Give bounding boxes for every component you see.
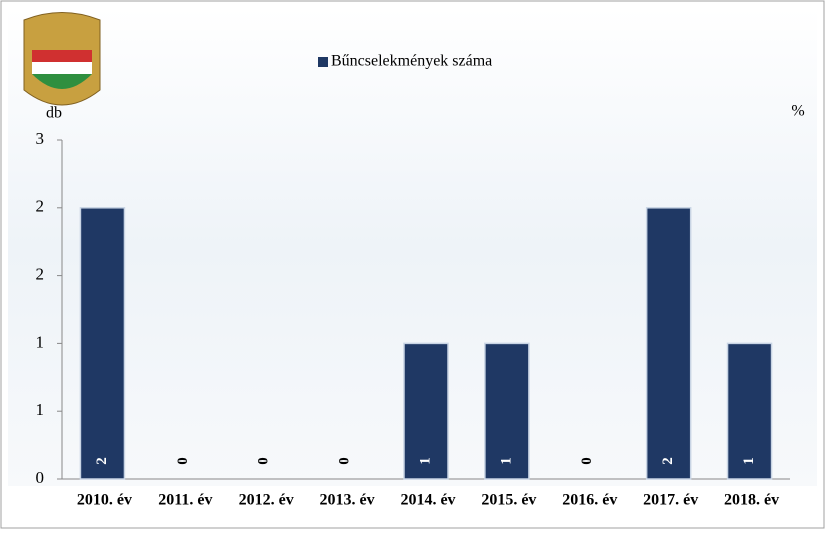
bar [403, 342, 449, 480]
y-tick-label: 3 [36, 129, 45, 148]
legend-label: Bűncselekmények száma [331, 53, 492, 70]
y-tick-label: 2 [36, 197, 45, 216]
data-label: 2 [660, 457, 676, 465]
bar [79, 207, 126, 480]
data-label: 1 [498, 457, 514, 465]
x-tick-label: 2016. év [562, 492, 617, 509]
bar [645, 207, 692, 480]
x-tick-label: 2015. év [481, 492, 536, 509]
x-tick-label: 2011. év [158, 492, 212, 509]
bar [484, 342, 530, 480]
data-label: 0 [579, 457, 595, 465]
y-tick-label: 0 [36, 468, 45, 487]
y-axis-label: db [46, 105, 62, 122]
y-tick-label: 1 [36, 400, 45, 419]
data-label: 0 [256, 457, 272, 465]
x-tick-label: 2012. év [239, 492, 294, 509]
x-tick-label: 2013. év [320, 492, 375, 509]
police-logo [23, 12, 101, 106]
y-tick-label: 1 [36, 332, 45, 351]
data-label: 1 [741, 457, 757, 465]
x-tick-label: 2018. év [724, 492, 779, 509]
data-label: 0 [337, 457, 353, 465]
data-label: 0 [175, 457, 191, 465]
x-tick-label: 2010. év [77, 492, 132, 509]
data-label: 1 [417, 457, 433, 465]
data-label: 2 [94, 457, 110, 465]
x-tick-label: 2014. év [400, 492, 455, 509]
legend-swatch [318, 57, 328, 67]
bar [726, 342, 773, 480]
y2-axis-label: % [791, 103, 804, 120]
x-tick-label: 2017. év [643, 492, 698, 509]
y-tick-label: 2 [36, 265, 45, 284]
